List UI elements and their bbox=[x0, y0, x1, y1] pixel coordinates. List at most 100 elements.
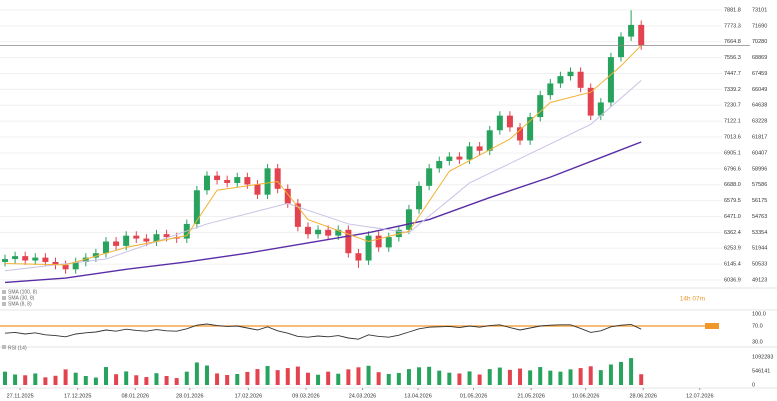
volume-bar bbox=[326, 371, 331, 385]
x-tick-label: 13.04.2026 bbox=[404, 393, 432, 399]
volume-bar bbox=[457, 373, 462, 385]
candle-body bbox=[315, 229, 322, 235]
y-tick-label: 6253.9 bbox=[724, 246, 741, 252]
volume-bar bbox=[366, 365, 371, 385]
y2-tick-label: 73101 bbox=[752, 7, 767, 13]
volume-bar bbox=[316, 374, 321, 385]
candle-body bbox=[325, 229, 332, 236]
candle-body bbox=[587, 87, 594, 116]
volume-bar bbox=[396, 372, 401, 385]
volume-bar bbox=[417, 367, 422, 385]
candle-body bbox=[254, 184, 261, 195]
volume-bar bbox=[43, 377, 48, 385]
candle-body bbox=[506, 115, 513, 128]
volume-bar bbox=[639, 374, 644, 385]
candle-body bbox=[214, 175, 221, 181]
volume-bar bbox=[53, 375, 58, 385]
candle-body bbox=[123, 235, 130, 246]
candle-body bbox=[113, 241, 120, 246]
candle-body bbox=[52, 261, 59, 265]
y-tick-label: 7881.8 bbox=[724, 7, 741, 13]
candle-body bbox=[2, 259, 8, 262]
candle-body bbox=[436, 161, 443, 169]
y-tick-label: 7556.3 bbox=[724, 55, 741, 61]
y2-tick-label: 53354 bbox=[752, 230, 767, 236]
candle-body bbox=[92, 253, 99, 258]
x-tick-label: 01.05.2026 bbox=[460, 393, 488, 399]
candle-body bbox=[607, 57, 614, 103]
volume-bar bbox=[114, 374, 119, 385]
volume-bar bbox=[608, 364, 613, 385]
candle-body bbox=[365, 235, 372, 261]
volume-bar bbox=[134, 375, 139, 385]
volume-bar bbox=[295, 366, 300, 385]
y2-tick-label: 70280 bbox=[752, 39, 767, 45]
volume-bar bbox=[548, 370, 553, 385]
y-tick-label: 6145.4 bbox=[724, 262, 741, 268]
y-tick-label: 7447.7 bbox=[724, 71, 741, 77]
volume-bar bbox=[568, 369, 573, 385]
y-tick-label: 6688.0 bbox=[724, 182, 741, 188]
volume-bar bbox=[204, 365, 209, 385]
volume-bar bbox=[23, 375, 28, 385]
volume-tick-label: 0 bbox=[752, 382, 755, 388]
candle-body bbox=[628, 24, 635, 37]
y2-tick-label: 49123 bbox=[752, 277, 767, 283]
candle-body bbox=[446, 156, 453, 162]
candle-body bbox=[466, 146, 473, 160]
candle-body bbox=[203, 175, 210, 191]
y-tick-label: 6579.5 bbox=[724, 198, 741, 204]
candle-body bbox=[244, 177, 251, 185]
y2-tick-label: 61817 bbox=[752, 135, 767, 141]
candle-body bbox=[577, 71, 584, 88]
candle-body bbox=[153, 234, 160, 242]
y-tick-label: 7013.6 bbox=[724, 135, 741, 141]
legend-icon bbox=[2, 296, 6, 300]
volume-bar bbox=[578, 368, 583, 385]
volume-bar bbox=[356, 367, 361, 385]
y-tick-label: 7773.3 bbox=[724, 23, 741, 29]
y-tick-label: 7230.7 bbox=[724, 103, 741, 109]
x-tick-label: 09.03.2026 bbox=[292, 393, 320, 399]
y-tick-label: 7664.8 bbox=[724, 39, 741, 45]
volume-bar bbox=[467, 371, 472, 385]
y2-tick-label: 56175 bbox=[752, 198, 767, 204]
candle-body bbox=[294, 203, 301, 227]
candle-body bbox=[476, 146, 483, 151]
volume-bar bbox=[305, 372, 310, 385]
legend-label: SMA (30, 8) bbox=[8, 295, 35, 301]
volume-tick-label: 546141 bbox=[752, 368, 770, 374]
volume-bar bbox=[427, 366, 432, 385]
volume-bar bbox=[518, 368, 523, 385]
legend-label: SMA (100, 8) bbox=[8, 289, 38, 295]
volume-bar bbox=[184, 371, 189, 385]
y2-tick-label: 50533 bbox=[752, 262, 767, 268]
x-tick-label: 24.03.2026 bbox=[349, 393, 377, 399]
legend-icon bbox=[2, 302, 6, 306]
candle-body bbox=[143, 238, 150, 242]
rsi-tick-label: 100.0 bbox=[752, 311, 766, 317]
rsi-tick-label: 70.0 bbox=[752, 323, 763, 329]
rsi-level-marker bbox=[705, 323, 719, 329]
legend-icon bbox=[2, 290, 6, 294]
y2-tick-label: 57586 bbox=[752, 182, 767, 188]
y2-tick-label: 66049 bbox=[752, 87, 767, 93]
candle-body bbox=[638, 24, 645, 46]
volume-bar bbox=[497, 367, 502, 385]
volume-bar bbox=[194, 362, 199, 385]
y2-tick-label: 67459 bbox=[752, 71, 767, 77]
y-tick-label: 6362.4 bbox=[724, 230, 741, 236]
candle-body bbox=[527, 117, 534, 141]
candle-body bbox=[618, 36, 625, 58]
candle-body bbox=[456, 156, 463, 160]
volume-bar bbox=[103, 367, 108, 385]
x-tick-label: 10.06.2026 bbox=[572, 393, 600, 399]
y-tick-label: 6796.6 bbox=[724, 166, 741, 172]
candle-body bbox=[274, 168, 281, 189]
volume-bar bbox=[346, 369, 351, 385]
candle-body bbox=[22, 256, 29, 261]
rsi-name: RSI (14) bbox=[8, 345, 27, 351]
y2-tick-label: 60407 bbox=[752, 150, 767, 156]
volume-bar bbox=[144, 377, 149, 385]
volume-bar bbox=[507, 369, 512, 385]
